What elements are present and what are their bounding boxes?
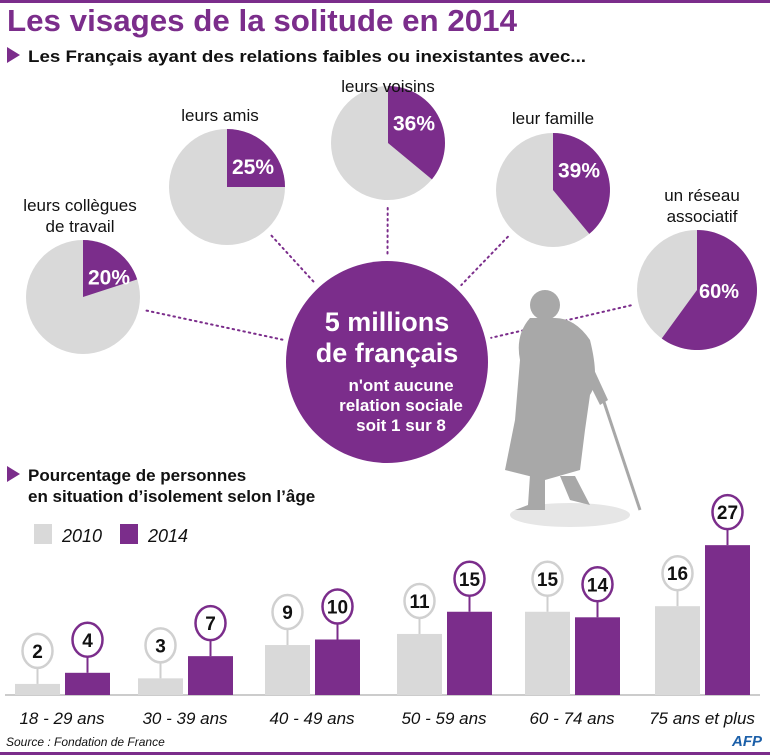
bar-value-label: 9 (282, 603, 293, 624)
center-text: soit 1 sur 8 (356, 416, 446, 435)
bar-value-label: 10 (327, 598, 348, 619)
value-bubble (453, 560, 486, 597)
center-headline: de français (316, 338, 459, 368)
pie-value-label: 60% (699, 281, 739, 303)
value-bubble (661, 554, 694, 592)
source-note: Source : Fondation de France (6, 735, 165, 749)
bar-2010 (397, 633, 442, 695)
pie-category-label: de travail (46, 217, 115, 236)
center-text: relation sociale (339, 396, 463, 415)
value-bubble (321, 588, 354, 625)
pie-category-label: leurs voisins (341, 77, 435, 96)
silhouette-head (530, 290, 560, 320)
legend-label-2010: 2010 (61, 526, 102, 546)
value-bubble (271, 593, 304, 631)
value-bubble (194, 604, 227, 642)
pie-section-title: Les Français ayant des relations faibles… (28, 47, 586, 66)
triangle-bullet-icon (7, 47, 20, 63)
triangle-bullet-icon (7, 466, 20, 482)
bar-section-title: en situation d’isolement selon l’âge (28, 487, 315, 506)
pie-slice (553, 133, 610, 234)
bar-value-label: 15 (459, 570, 481, 591)
pie-slice (388, 86, 445, 180)
bar-value-label: 4 (82, 631, 93, 652)
category-label: 75 ans et plus (649, 709, 755, 728)
bar-value-label: 27 (717, 503, 738, 524)
silhouette-body (505, 318, 595, 480)
center-circle (286, 261, 488, 463)
bar-value-label: 15 (537, 570, 559, 591)
value-bubble (531, 560, 564, 597)
legend-swatch-2014 (120, 524, 138, 544)
value-bubble (711, 493, 744, 531)
category-label: 40 - 49 ans (269, 709, 355, 728)
cane-icon (602, 401, 642, 511)
pie-value-label: 36% (393, 113, 435, 136)
bar-value-label: 2 (32, 642, 43, 663)
category-label: 18 - 29 ans (19, 709, 105, 728)
pie-category-label: leurs amis (181, 106, 258, 125)
bar-2010 (525, 611, 570, 695)
pie-slice (83, 240, 138, 297)
handbag-icon (516, 413, 534, 452)
category-label: 50 - 59 ans (401, 709, 487, 728)
pie-value-label: 39% (558, 160, 600, 183)
value-bubble (403, 582, 436, 620)
bar-2010 (265, 645, 310, 695)
category-label: 30 - 39 ans (142, 709, 228, 728)
pie-category-label: associatif (667, 207, 738, 226)
pie-category-label: leur famille (512, 109, 594, 128)
legend-label-2014: 2014 (147, 526, 188, 546)
bar-2014 (575, 617, 620, 695)
value-bubble (144, 627, 177, 664)
bottom-rule (0, 752, 770, 755)
silhouette-arm (580, 350, 608, 405)
value-bubble (21, 632, 54, 670)
bar-2014 (705, 545, 750, 695)
value-bubble (71, 621, 104, 659)
pie-category-label: leurs collègues (23, 196, 136, 215)
connector-line (460, 235, 509, 287)
pie-value-label: 25% (232, 156, 274, 179)
value-bubble (581, 566, 614, 603)
pie-slice (661, 230, 757, 350)
bar-section-title: Pourcentage de personnes (28, 466, 246, 485)
center-text: n'ont aucune (348, 376, 453, 395)
bar-value-label: 3 (155, 636, 166, 657)
connector-line (145, 309, 284, 341)
bar-value-label: 16 (667, 564, 688, 585)
silhouette-legs (515, 475, 590, 510)
main-title: Les visages de la solitude en 2014 (7, 3, 518, 38)
center-headline: 5 millions (325, 307, 450, 337)
pie-value-label: 20% (88, 267, 130, 290)
top-rule (0, 0, 770, 3)
bar-value-label: 11 (409, 592, 430, 613)
legend-swatch-2010 (34, 524, 52, 544)
bar-2014 (447, 611, 492, 695)
connector-line (270, 234, 316, 285)
bar-2010 (655, 606, 700, 695)
pie-category-label: un réseau (664, 186, 740, 205)
pie-slice (227, 129, 285, 187)
bar-2014 (188, 656, 233, 695)
category-label: 60 - 74 ans (529, 709, 615, 728)
bar-2010 (138, 678, 183, 695)
bar-value-label: 7 (205, 614, 216, 635)
bar-value-label: 14 (587, 575, 609, 596)
bar-2010 (15, 683, 60, 695)
bar-2014 (315, 639, 360, 695)
bar-2014 (65, 672, 110, 695)
afp-logo: AFP (731, 733, 763, 750)
